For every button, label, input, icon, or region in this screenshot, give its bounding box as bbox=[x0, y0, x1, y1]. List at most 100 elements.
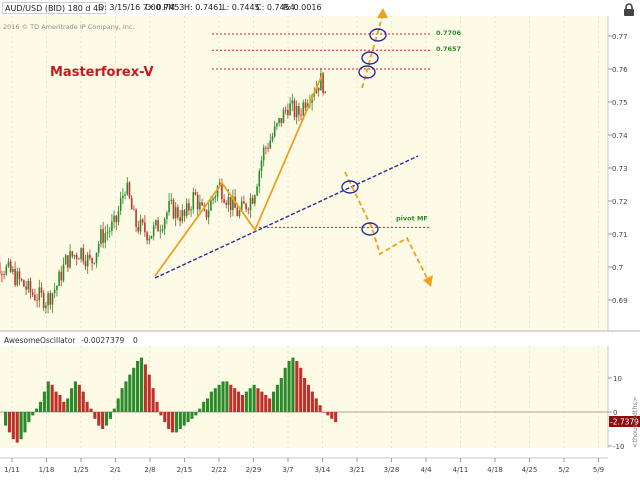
oscillator-bar bbox=[42, 391, 46, 412]
open-readout: O: 0.7453 bbox=[145, 3, 185, 12]
candle-body bbox=[214, 196, 217, 199]
candle-body bbox=[212, 198, 214, 201]
oscillator-bar bbox=[132, 367, 136, 412]
candle-body bbox=[93, 262, 96, 264]
oscillator-bar bbox=[66, 398, 70, 412]
y-tick-label: 0.77 bbox=[612, 33, 628, 41]
oscillator-bar bbox=[194, 412, 198, 416]
candle-body bbox=[278, 118, 280, 124]
highlight-circle bbox=[361, 51, 379, 65]
candle-body bbox=[254, 195, 256, 204]
osc-y-tick-label: -10 bbox=[613, 443, 624, 451]
oscillator-bar bbox=[190, 412, 194, 419]
candle-body bbox=[225, 202, 228, 205]
copyright-text: 2016 © TD Ameritrade IP Company, Inc. bbox=[3, 23, 135, 31]
candle-body bbox=[128, 182, 131, 198]
lock-icon[interactable] bbox=[622, 2, 636, 16]
candle-body bbox=[51, 293, 54, 305]
oscillator-bar bbox=[108, 412, 112, 419]
candle-body bbox=[12, 269, 14, 272]
candle-body bbox=[196, 194, 199, 210]
oscillator-bar bbox=[205, 398, 210, 412]
upside-arrowhead bbox=[377, 8, 388, 18]
oscillator-bar bbox=[54, 391, 58, 412]
candle-body bbox=[240, 201, 243, 211]
candle-body bbox=[256, 186, 258, 196]
x-axis-ticks: 1/11 1/18 1/25 2/1 2/8 2/15 2/22 2/29 3/7 3/14 3/2… bbox=[4, 458, 604, 474]
oscillator-bar bbox=[4, 412, 8, 426]
oscillator-bar bbox=[27, 412, 31, 423]
candle-body bbox=[148, 238, 151, 241]
candle-body bbox=[291, 100, 294, 104]
x-tick-label: 4/25 bbox=[522, 466, 538, 474]
oscillator-bar bbox=[334, 412, 338, 423]
oscillator-bar bbox=[287, 361, 291, 412]
candle-body bbox=[130, 197, 133, 210]
oscillator-bar bbox=[330, 412, 334, 419]
oscillator-bar bbox=[279, 378, 283, 412]
candle-body bbox=[78, 258, 80, 260]
candle-body bbox=[324, 91, 327, 94]
candle-body bbox=[190, 209, 192, 211]
highlight-circle bbox=[341, 180, 359, 194]
oscillator-axis-label: <thousandths> bbox=[631, 397, 639, 448]
x-tick-label: 2/29 bbox=[246, 466, 262, 474]
oscillator-value-badge bbox=[609, 416, 640, 427]
oscillator-bar bbox=[89, 408, 93, 412]
close-readout: C: 0.7454 bbox=[256, 3, 295, 12]
candle-body bbox=[232, 196, 234, 211]
oscillator-bar bbox=[35, 408, 39, 412]
oscillator-bar bbox=[163, 412, 167, 423]
candle-body bbox=[133, 209, 135, 211]
oscillator-bar bbox=[143, 364, 147, 412]
oscillator-bar bbox=[260, 391, 264, 412]
x-tick-label: 4/4 bbox=[420, 466, 432, 474]
candle-body bbox=[119, 198, 122, 212]
candle-body bbox=[302, 102, 305, 116]
oscillator-bar bbox=[159, 412, 163, 416]
candle-body bbox=[265, 147, 267, 149]
oscillator-bar bbox=[256, 388, 260, 412]
oscillator-bar bbox=[97, 412, 101, 426]
candle-body bbox=[322, 73, 324, 94]
candle-body bbox=[29, 280, 32, 293]
trend-line-dashed bbox=[154, 155, 419, 279]
candle-body bbox=[144, 222, 146, 233]
candle-body bbox=[100, 229, 102, 244]
oscillator-bar bbox=[70, 388, 74, 412]
candle-body bbox=[280, 118, 283, 124]
candle-body bbox=[218, 182, 221, 187]
candle-body bbox=[117, 211, 120, 223]
oscillator-bar bbox=[31, 412, 35, 416]
oscillator-bar bbox=[112, 408, 116, 412]
oscillator-bar bbox=[198, 408, 202, 412]
downside-path-arrow bbox=[344, 171, 429, 281]
candle-body bbox=[249, 197, 252, 211]
candle-body bbox=[89, 254, 91, 259]
x-tick-label: 2/8 bbox=[144, 466, 155, 474]
grid bbox=[11, 16, 599, 448]
y-tick-label: 0.75 bbox=[612, 99, 628, 107]
oscillator-bar bbox=[124, 381, 128, 412]
symbol-label[interactable]: AUD/USD (BID) 180 d 4h bbox=[2, 2, 107, 14]
candle-body bbox=[137, 226, 140, 232]
x-tick-label: 1/11 bbox=[4, 466, 20, 474]
candle-body bbox=[152, 225, 155, 236]
oscillator-bar bbox=[237, 391, 241, 412]
candle-body bbox=[170, 199, 173, 201]
oscillator-bar bbox=[11, 412, 15, 440]
candle-body bbox=[188, 203, 190, 211]
high-readout: H: 0.7461 bbox=[184, 3, 224, 12]
candle-body bbox=[73, 255, 76, 257]
candle-body bbox=[159, 230, 162, 232]
oscillator-bar bbox=[167, 412, 171, 429]
candle-body bbox=[102, 229, 104, 243]
candle-body bbox=[82, 248, 85, 262]
oscillator-bar bbox=[202, 401, 206, 412]
oscillator-bar bbox=[252, 384, 256, 412]
range-readout: R: 0.0016 bbox=[283, 3, 322, 12]
candle-body bbox=[172, 199, 175, 219]
candle-body bbox=[150, 235, 153, 239]
candle-body bbox=[168, 200, 170, 213]
